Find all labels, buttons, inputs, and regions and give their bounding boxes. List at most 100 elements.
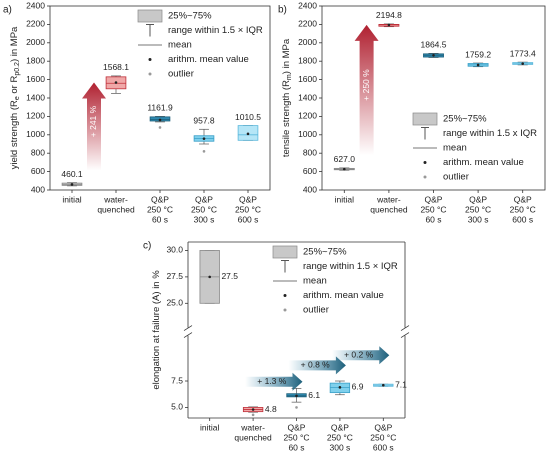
- x-tick-label: Q&P: [514, 194, 532, 204]
- outlier: [295, 406, 298, 409]
- y-tick-label: 800: [303, 147, 317, 157]
- arrow: [245, 372, 303, 391]
- arrow-label: + 0.2 %: [344, 349, 374, 359]
- y-tick-label: 600: [31, 166, 45, 176]
- x-tick-label: 250 °C: [327, 432, 353, 442]
- mean-label: 6.1: [308, 390, 320, 400]
- y-tick-label: 2000: [298, 37, 317, 47]
- mean-label: 627.0: [334, 154, 356, 164]
- x-tick-label: initial: [62, 194, 81, 204]
- outlier: [202, 150, 206, 153]
- mean-label: 7.1: [395, 379, 407, 389]
- panel-label: b): [278, 5, 287, 16]
- y-tick-label: 25.0: [166, 298, 183, 308]
- mean-dot: [338, 386, 342, 389]
- y-tick-label: 800: [31, 147, 45, 157]
- mean-dot: [295, 394, 298, 398]
- x-tick-label: 250 °C: [147, 204, 173, 214]
- mean-label: 1759.2: [465, 49, 491, 59]
- mean-dot: [114, 81, 118, 84]
- mean-dot: [208, 275, 211, 279]
- mean-dot: [382, 383, 385, 387]
- y-tick-label: 1400: [26, 92, 45, 102]
- x-tick-label: Q&P: [239, 194, 257, 204]
- x-tick-label: 600 s: [238, 214, 259, 224]
- y-axis-label: elongation at failure (A) in %: [151, 270, 162, 390]
- y-tick-label: 600: [303, 166, 317, 176]
- y-axis-label-part: p0.2: [14, 62, 21, 76]
- y-axis-label-part: tensile strength (R: [281, 80, 292, 157]
- x-tick-label: water-: [376, 194, 401, 204]
- legend-label: range within 1.5 x IQR: [443, 128, 537, 139]
- x-tick-label: 250 °C: [191, 204, 217, 214]
- y-tick-label: 5.0: [171, 402, 183, 412]
- legend-label: arithm. mean value: [443, 157, 524, 168]
- x-tick-label: 300 s: [468, 214, 489, 224]
- legend-label: range within 1.5 × IQR: [168, 25, 263, 36]
- y-axis-label-part: ) in MPa: [281, 38, 292, 74]
- y-tick-label: 2000: [26, 37, 45, 47]
- mean-dot: [158, 118, 162, 122]
- mean-dot: [251, 408, 255, 411]
- arrow: [288, 356, 346, 375]
- x-tick-label: Q&P: [469, 194, 487, 204]
- y-tick-label: 400: [303, 184, 317, 194]
- y-tick-label: 400: [31, 184, 45, 194]
- panel-label: c): [143, 241, 151, 252]
- legend-label: mean: [443, 143, 467, 154]
- x-tick-label: Q&P: [331, 422, 349, 432]
- x-tick-label: 250 °C: [510, 204, 536, 214]
- x-tick-label: 250 °C: [370, 432, 396, 442]
- mean-dot: [476, 63, 480, 67]
- x-tick-label: initial: [200, 422, 219, 432]
- mean-label: 1773.4: [510, 48, 536, 58]
- y-tick-label: 1800: [298, 55, 317, 65]
- y-tick-label: 2400: [26, 0, 45, 10]
- x-tick-label: water-: [103, 194, 128, 204]
- x-tick-label: 250 °C: [420, 204, 446, 214]
- y-tick-label: 1600: [298, 74, 317, 84]
- legend-swatch: [283, 294, 287, 297]
- y-tick-label: 7.5: [171, 375, 183, 385]
- x-tick-label: quenched: [97, 204, 135, 214]
- axis-break: [183, 332, 193, 338]
- legend-label: outlier: [168, 69, 194, 80]
- x-tick-label: 300 s: [194, 214, 215, 224]
- x-tick-label: initial: [335, 194, 354, 204]
- x-tick-label: 60 s: [425, 214, 441, 224]
- mean-dot: [432, 53, 435, 57]
- y-axis-label: tensile strength (Rm) in MPa: [281, 38, 294, 157]
- y-tick-label: 1800: [26, 55, 45, 65]
- x-tick-label: water-: [240, 422, 265, 432]
- y-tick-label: 1600: [26, 74, 45, 84]
- arrow-label: + 0.8 %: [301, 360, 331, 370]
- x-tick-label: 60 s: [152, 214, 168, 224]
- x-tick-label: 600 s: [373, 442, 394, 452]
- y-tick-label: 27.5: [166, 271, 183, 281]
- arrow-label: + 1.3 %: [257, 376, 287, 386]
- mean-label: 1010.5: [235, 112, 261, 122]
- y-axis-label-part: elongation at failure (A) in %: [151, 270, 162, 390]
- y-tick-label: 1400: [298, 92, 317, 102]
- y-axis-label-part: yield strength (R: [9, 100, 20, 169]
- legend-label: 25%~75%: [168, 11, 212, 22]
- y-axis-label: yield strength (Re or Rp0.2) in MPa: [9, 26, 22, 169]
- y-axis-label-part: ) in MPa: [9, 26, 20, 62]
- y-axis-label-part: e: [14, 96, 21, 100]
- legend-swatch: [423, 161, 427, 164]
- y-tick-label: 2400: [298, 0, 317, 10]
- mean-label: 1568.1: [103, 62, 129, 72]
- mean-label: 6.9: [352, 382, 364, 392]
- axis-break: [400, 332, 410, 338]
- y-tick-label: 30.0: [166, 245, 183, 255]
- y-tick-label: 2200: [26, 19, 45, 29]
- legend-swatch: [283, 308, 287, 312]
- mean-dot: [202, 137, 206, 140]
- mean-label: 957.8: [193, 116, 215, 126]
- legend-label: outlier: [303, 305, 329, 316]
- arrow-label: + 250 %: [361, 69, 371, 101]
- legend-label: range within 1.5 × IQR: [303, 261, 398, 272]
- legend-label: mean: [303, 276, 327, 287]
- x-tick-label: 600 s: [512, 214, 533, 224]
